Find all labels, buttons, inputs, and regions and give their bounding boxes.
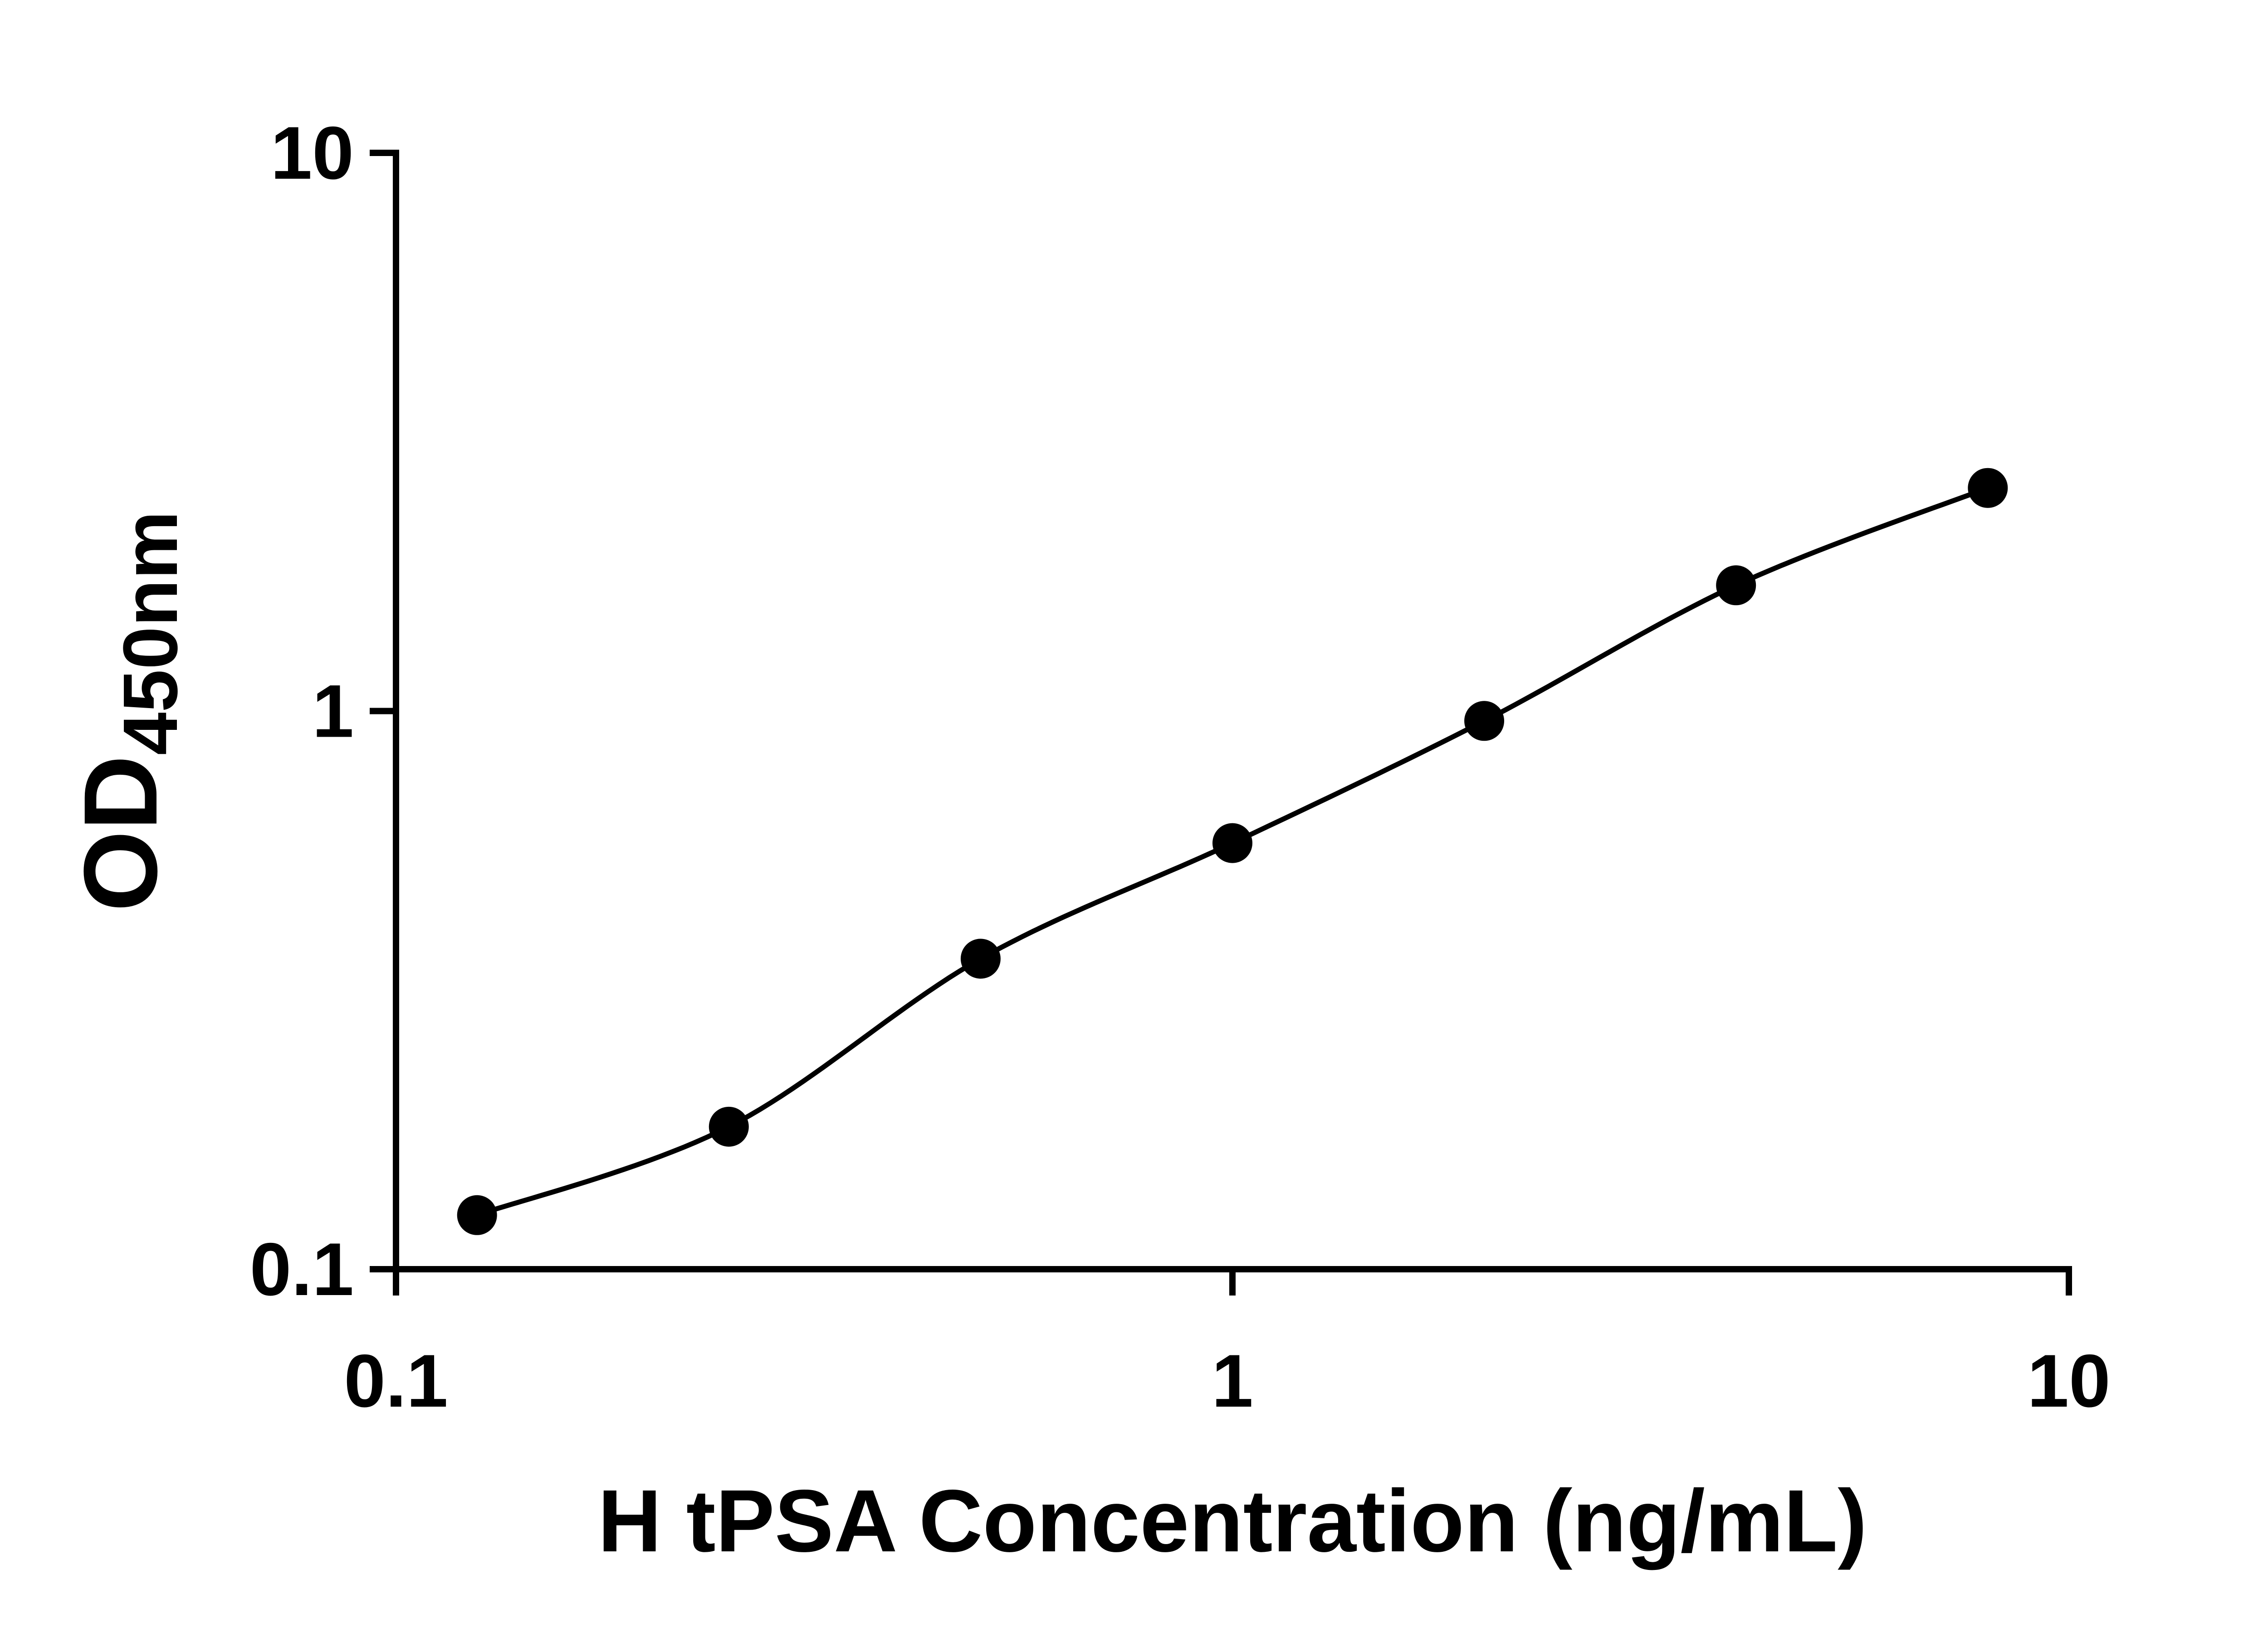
data-point-marker (709, 1106, 749, 1147)
axis-spine (393, 150, 2072, 1272)
data-points (457, 468, 2008, 1235)
y-tick-label: 1 (312, 670, 354, 753)
tick-labels: 10 1 0.1 0.1 1 10 (250, 111, 2111, 1423)
x-axis-title: H tPSA Concentration (ng/mL) (598, 1472, 1867, 1570)
y-tick-label: 0.1 (250, 1227, 354, 1311)
data-point-marker (1968, 468, 2008, 508)
y-axis-title-subscript: 450nm (108, 511, 194, 755)
tick-marks (370, 150, 2072, 1296)
data-point-marker (1212, 823, 1252, 863)
data-point-marker (1464, 701, 1505, 741)
y-axis-title-main: OD (62, 755, 179, 912)
data-point-marker (457, 1195, 497, 1235)
x-tick-label: 10 (2027, 1339, 2111, 1423)
x-tick-label: 0.1 (344, 1339, 448, 1423)
x-tick-label: 1 (1212, 1339, 1253, 1423)
axes (393, 150, 2072, 1272)
data-point-marker (960, 939, 1001, 979)
data-point-marker (1716, 565, 1756, 606)
y-tick-label: 10 (270, 111, 354, 195)
y-axis-title: OD450nm (62, 511, 194, 912)
